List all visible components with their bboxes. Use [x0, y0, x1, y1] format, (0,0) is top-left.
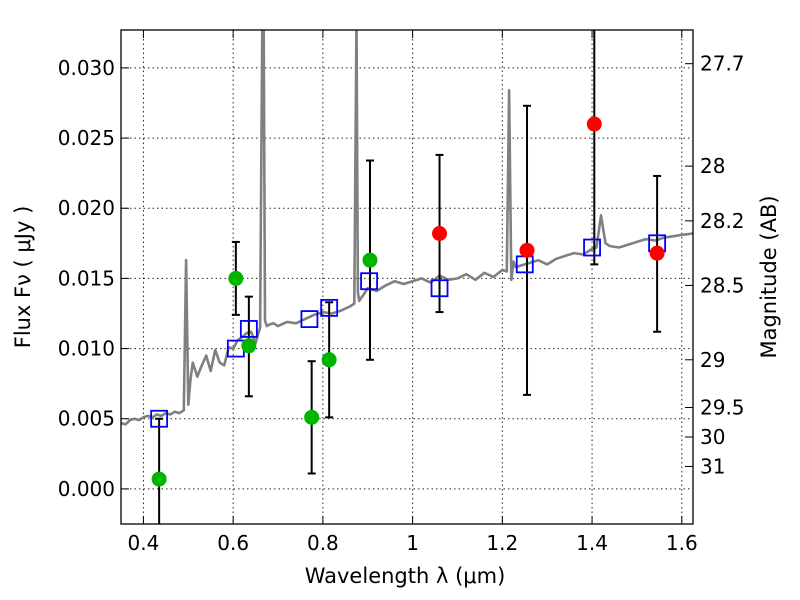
- data-point-marker: [228, 270, 244, 286]
- model-spectrum: [121, 30, 693, 426]
- x-tick-label: 1.4: [576, 531, 608, 555]
- plot-frame: [120, 29, 694, 525]
- y-tick-label: 0.025: [58, 126, 115, 150]
- model-square-marker: [150, 409, 169, 428]
- x-tick-label: 0.4: [128, 531, 160, 555]
- y2-tick-label: 31: [700, 454, 725, 478]
- y2-tick-label: 29.5: [700, 396, 745, 420]
- data-point-marker: [649, 245, 665, 261]
- data-point-marker: [321, 352, 337, 368]
- y2-axis-title: Magnitude (AB): [757, 195, 781, 358]
- y2-tick-label: 28: [700, 154, 725, 178]
- data-point-marker: [432, 225, 448, 241]
- y2-tick-label: 30: [700, 425, 725, 449]
- plot-background: [121, 30, 693, 524]
- y-tick-label: 0.005: [58, 407, 115, 431]
- y2-tick-label: 27.7: [700, 52, 745, 76]
- y-tick-label: 0.030: [58, 56, 115, 80]
- y-tick-label: 0.000: [58, 477, 115, 501]
- data-point-marker: [519, 242, 535, 258]
- data-point-marker: [304, 409, 320, 425]
- model-square-marker: [239, 320, 258, 338]
- data-point-marker: [362, 252, 378, 268]
- data-point-marker: [241, 338, 257, 354]
- y-tick-label: 0.010: [58, 337, 115, 361]
- y2-tick-label: 28.2: [700, 209, 745, 233]
- y-tick-label: 0.020: [58, 196, 115, 220]
- axis-ticks: 0.4 0.6 0.8 1 1.2 1.4 1.6 0.000 0.005 0.010 0.015 0…: [58, 30, 745, 555]
- model-square-marker: [360, 272, 378, 291]
- x-tick-label: 1.6: [666, 531, 698, 555]
- y2-tick-label: 28.5: [700, 273, 745, 297]
- data-point-marker: [151, 471, 167, 487]
- data-markers: [150, 116, 667, 487]
- data-point-marker: [586, 116, 602, 132]
- x-tick-label: 0.8: [307, 531, 339, 555]
- model-square-marker: [300, 310, 319, 329]
- x-tick-label: 0.6: [217, 531, 249, 555]
- x-tick-label: 1: [406, 531, 419, 555]
- spectrum-line: [121, 30, 693, 426]
- model-square-marker: [583, 238, 601, 257]
- model-square-marker: [430, 279, 449, 298]
- model-square-marker: [320, 298, 339, 317]
- grid: [121, 30, 693, 524]
- y-tick-label: 0.015: [58, 266, 115, 290]
- y-axis-title: Flux Fν ( μJy ): [11, 206, 35, 349]
- x-axis-title: Wavelength λ (μm): [305, 564, 506, 588]
- y2-tick-label: 29: [700, 348, 725, 372]
- x-tick-label: 1.2: [486, 531, 518, 555]
